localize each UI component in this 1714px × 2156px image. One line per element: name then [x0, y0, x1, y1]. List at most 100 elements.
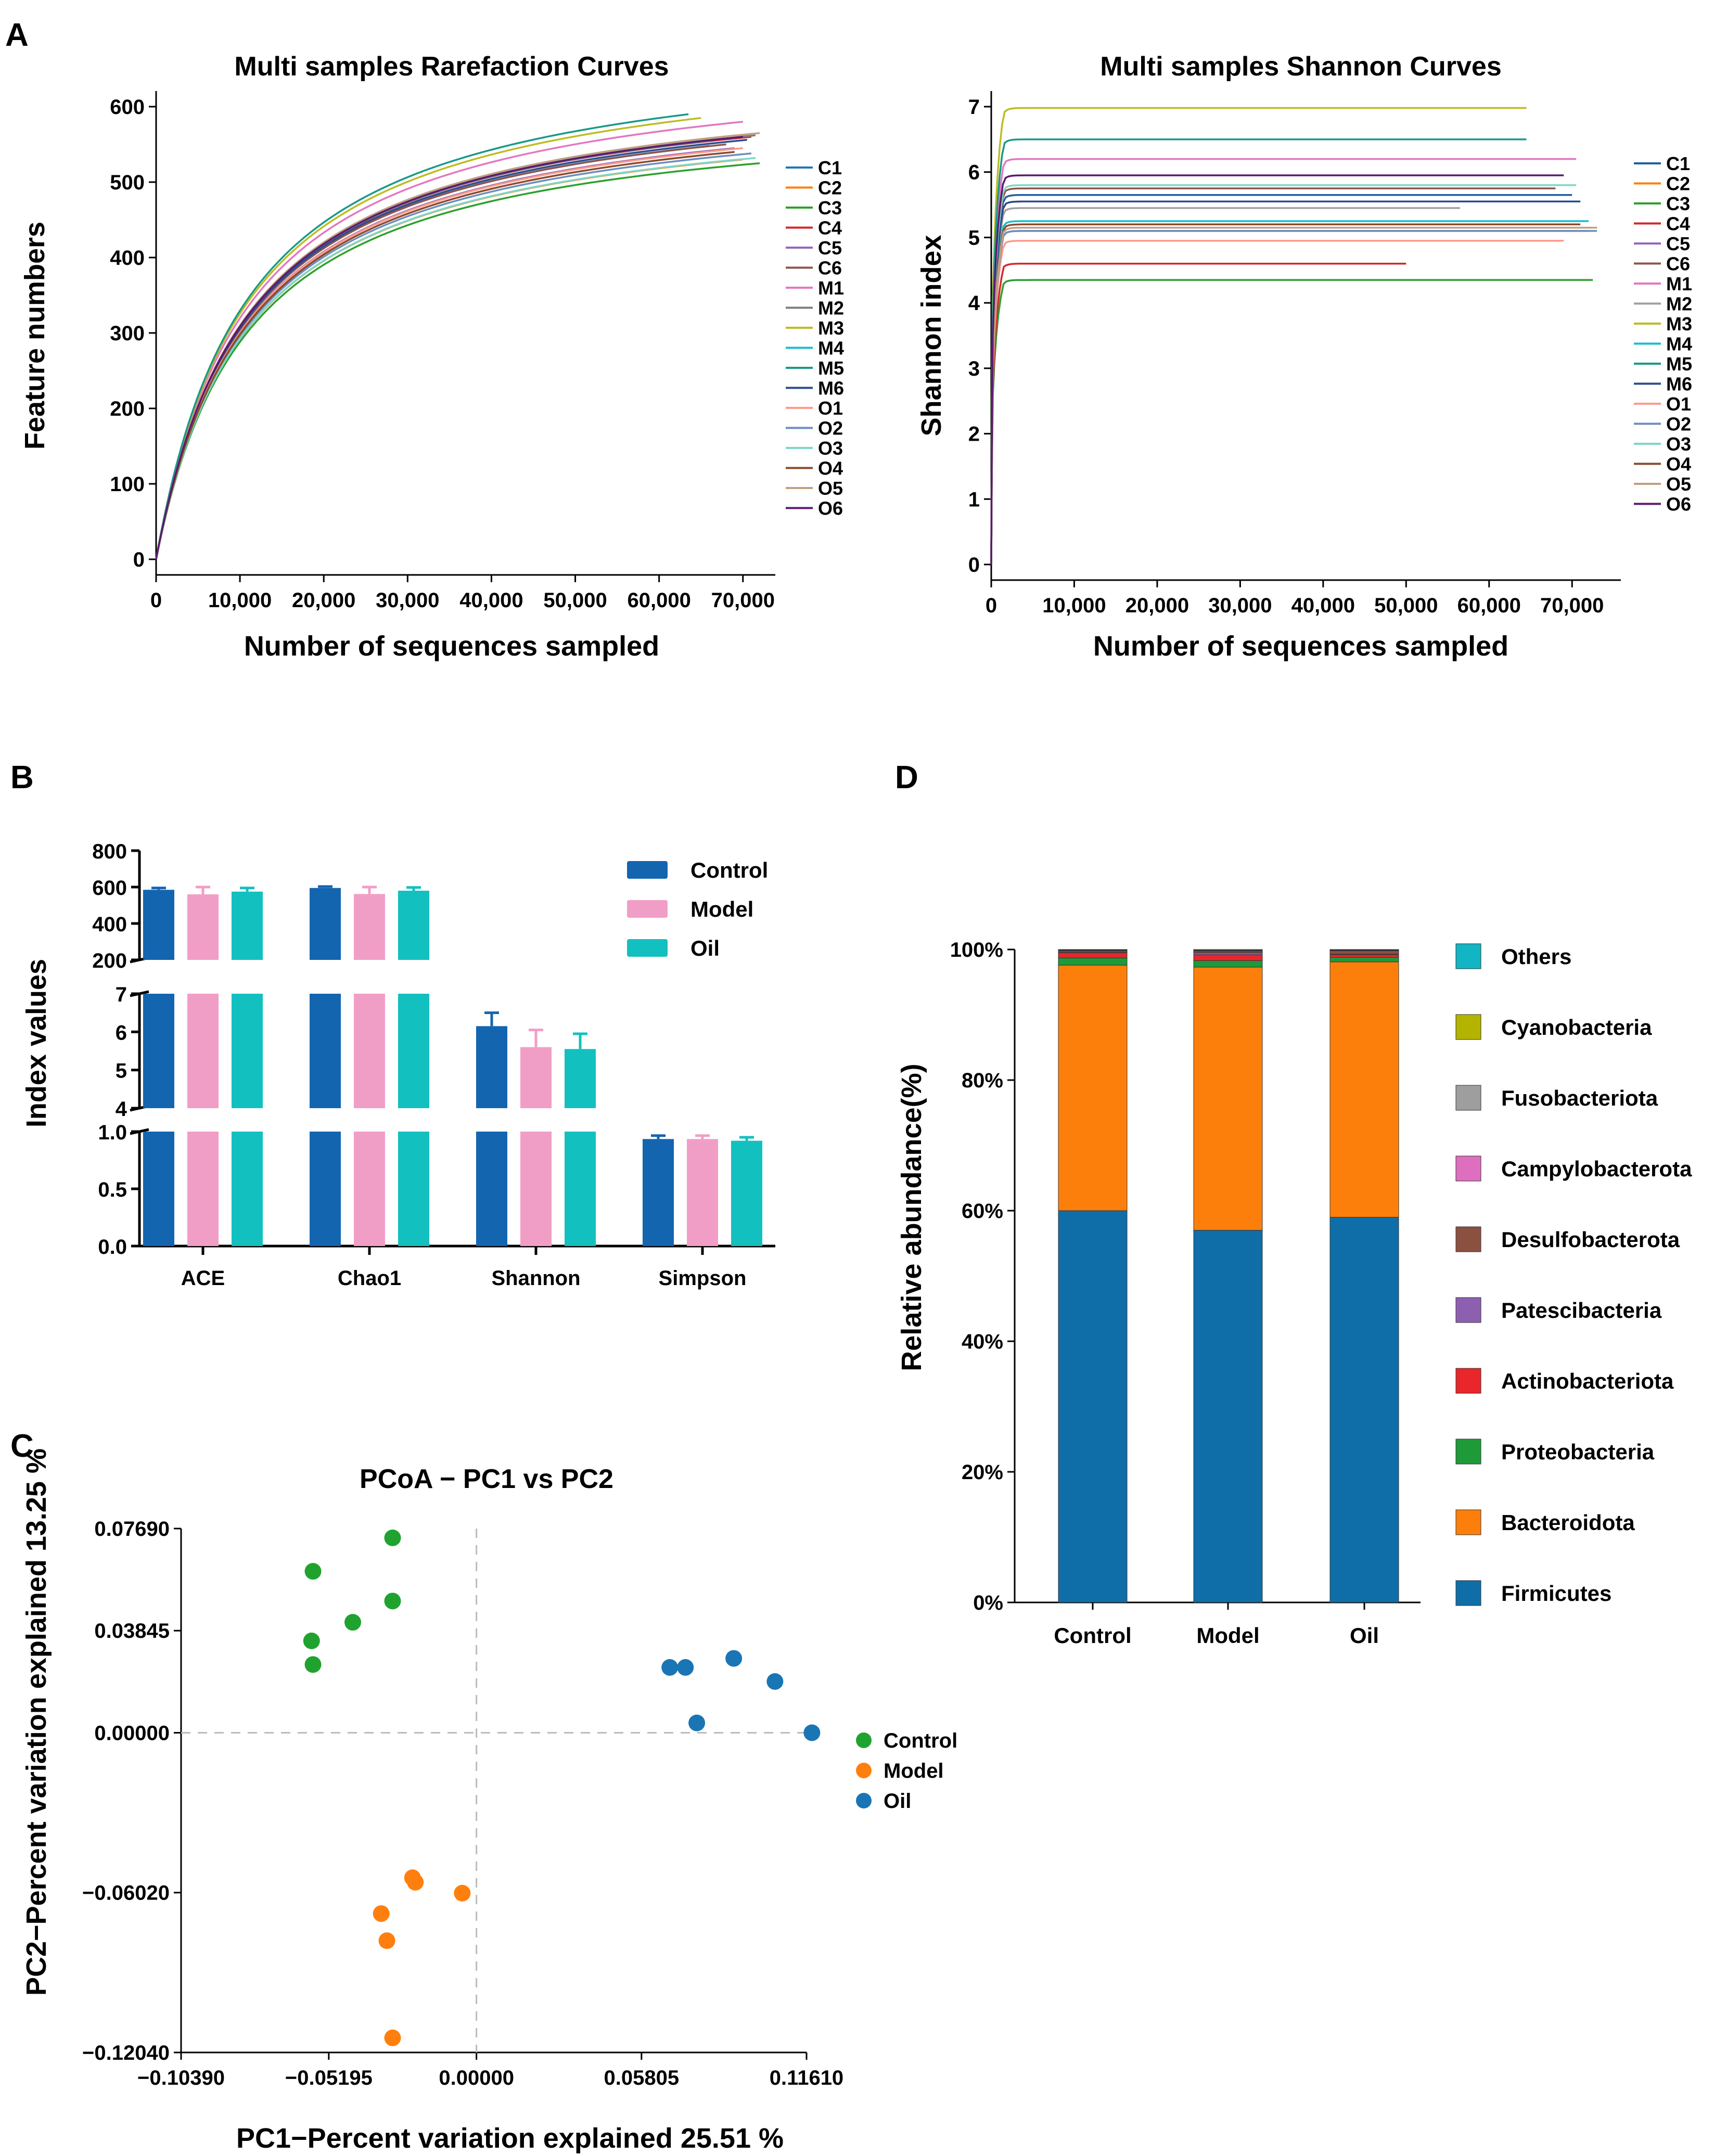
- legend-label-M2: M2: [1666, 293, 1692, 315]
- y-tick-label: 4: [116, 1098, 127, 1121]
- legend-label-Model: Model: [884, 1760, 944, 1782]
- point-Control: [303, 1632, 320, 1649]
- bar-Control-Shannon: [476, 1132, 507, 1246]
- y-tick-label: 6: [968, 161, 980, 184]
- legend-label-O2: O2: [1666, 414, 1691, 435]
- curve-C6: [155, 143, 726, 560]
- legend-label-O4: O4: [818, 458, 843, 479]
- y-tick-label: 0%: [973, 1592, 1003, 1614]
- point-Control: [304, 1656, 322, 1673]
- category-label-Simpson: Simpson: [659, 1267, 747, 1290]
- x-tick-label: 0.05805: [604, 2067, 680, 2089]
- legend-label-C3: C3: [1666, 193, 1690, 214]
- x-tick-label: 0: [150, 589, 162, 612]
- legend-marker-Oil: [856, 1793, 872, 1808]
- legend-label-M1: M1: [818, 277, 844, 299]
- y-tick-label: 0.0: [98, 1236, 127, 1259]
- point-Model: [407, 1873, 424, 1891]
- curve-C4: [155, 136, 752, 560]
- bar-Model-Simpson: [687, 1139, 718, 1246]
- segment-Firmicutes-Model: [1193, 1230, 1263, 1603]
- y-tick-label: 4: [968, 292, 980, 315]
- panel-label-a: A: [5, 17, 29, 53]
- alpha-y-label: Index values: [21, 959, 52, 1127]
- x-tick-label: 0.11610: [770, 2067, 843, 2089]
- curve-M2: [990, 207, 1460, 565]
- point-Oil: [766, 1673, 784, 1690]
- y-tick-label: 200: [110, 397, 145, 420]
- legend-label-Oil: Oil: [884, 1790, 911, 1813]
- x-tick-label: −0.10390: [137, 2067, 225, 2089]
- segment-Actinobacteriota-Model: [1193, 954, 1263, 961]
- bar-Control-ACE: [143, 1132, 174, 1246]
- y-tick-label: 5: [968, 226, 980, 249]
- point-Oil: [677, 1659, 694, 1676]
- bar-Model-Chao1: [354, 1132, 385, 1246]
- curve-O4: [155, 151, 735, 560]
- legend-swatch-Fusobacteriota: [1455, 1085, 1481, 1111]
- abundance-plot: 0% 20% 40% 60% 80% 100% Control Model Oil Others C…: [950, 939, 1692, 1648]
- bar-Control-Simpson: [643, 1139, 674, 1246]
- curve-O2: [155, 152, 752, 560]
- y-tick-label: 2: [968, 423, 980, 446]
- bar-Model-ACE: [187, 894, 219, 960]
- legend-swatch-Patescibacteria: [1455, 1297, 1481, 1323]
- category-label-Model: Model: [1196, 1623, 1259, 1648]
- shannon-y-label: Shannon index: [916, 235, 947, 436]
- x-tick-label: 50,000: [543, 589, 607, 612]
- y-tick-label: 1: [968, 488, 980, 511]
- x-tick-label: 70,000: [1540, 594, 1604, 617]
- x-tick-label: 60,000: [627, 589, 690, 612]
- x-tick-label: 60,000: [1457, 594, 1521, 617]
- legend-label-M4: M4: [818, 338, 844, 359]
- curve-C2: [155, 158, 743, 560]
- legend-marker-Model: [856, 1763, 872, 1778]
- y-tick-label: 800: [92, 840, 127, 863]
- point-Oil: [661, 1659, 679, 1676]
- category-label-ACE: ACE: [181, 1267, 225, 1290]
- curve-O3: [155, 157, 756, 560]
- y-tick-label: −0.06020: [82, 1882, 170, 1905]
- panel-label-b: B: [10, 760, 34, 795]
- segment-Others-Model: [1193, 949, 1263, 951]
- point-Model: [384, 2029, 401, 2046]
- legend-label-C5: C5: [818, 237, 842, 259]
- x-tick-label: 10,000: [208, 589, 272, 612]
- x-tick-label: 20,000: [1125, 594, 1189, 617]
- legend-label-C4: C4: [818, 217, 842, 239]
- legend-label-M5: M5: [1666, 353, 1692, 375]
- point-Model: [373, 1905, 390, 1922]
- legend-swatch-Oil: [627, 939, 668, 957]
- curve-O6: [990, 174, 1564, 565]
- segment-Actinobacteriota-Oil: [1329, 954, 1399, 958]
- legend-label-C6: C6: [818, 258, 842, 279]
- legend-label-O2: O2: [818, 418, 843, 439]
- curve-O2: [990, 230, 1597, 565]
- curve-C6: [990, 187, 1556, 565]
- segment-Firmicutes-Oil: [1329, 1217, 1399, 1603]
- y-tick-label: 500: [110, 171, 145, 194]
- x-tick-label: 20,000: [292, 589, 355, 612]
- segment-Others-Oil: [1329, 949, 1399, 951]
- rarefaction-x-label: Number of sequences sampled: [244, 631, 659, 662]
- x-tick-label: 0: [986, 594, 997, 617]
- segment-Proteobacteria-Oil: [1329, 957, 1399, 962]
- bar-Model-Shannon: [520, 1132, 552, 1246]
- y-tick-label: 5: [116, 1060, 127, 1083]
- legend-label-O6: O6: [1666, 494, 1691, 515]
- bar-Control-ACE: [143, 994, 174, 1108]
- y-tick-label: 300: [110, 322, 145, 345]
- y-tick-label: 600: [110, 96, 145, 119]
- legend-label-Oil: Oil: [690, 936, 720, 960]
- pcoa-y-label: PC2−Percent variation explained 13.25 %: [21, 1448, 52, 1996]
- bar-Oil-Chao1: [398, 891, 429, 960]
- axis-break-mark: [130, 1128, 149, 1135]
- legend-label-Patescibacteria: Patescibacteria: [1501, 1298, 1662, 1323]
- legend-label-C4: C4: [1666, 213, 1690, 235]
- legend-label-M5: M5: [818, 357, 844, 379]
- y-tick-label: 0.00000: [94, 1722, 170, 1744]
- curve-O6: [155, 136, 743, 560]
- segment-Desulfobacterota-Oil: [1329, 951, 1399, 955]
- bar-Oil-Simpson: [731, 1140, 762, 1246]
